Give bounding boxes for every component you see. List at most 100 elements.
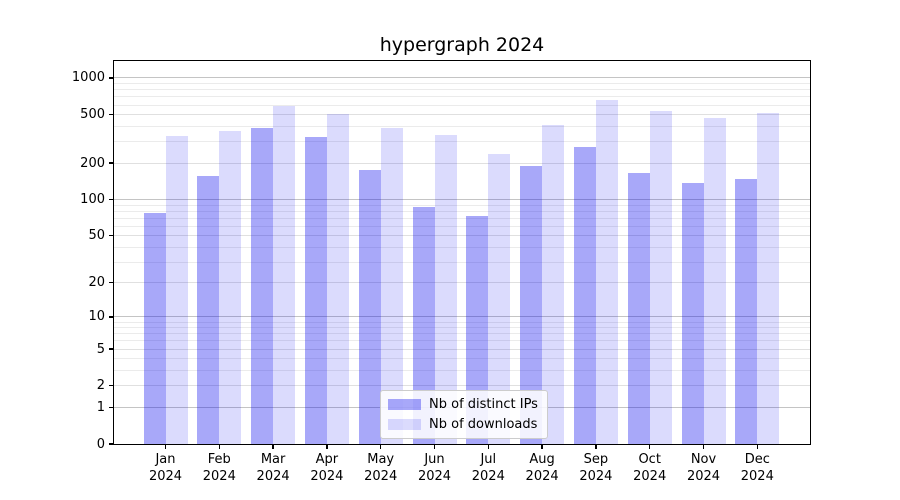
gridline-y-100 [114,199,810,200]
ytick-mark-50 [109,235,113,237]
spine-top [113,60,811,62]
bar-downloads-aug [542,125,565,444]
gridline-y-500 [114,114,810,116]
bar-distinct-ips-jan [143,212,166,444]
ytick-mark-1 [109,406,113,408]
bar-distinct-ips-dec [735,178,758,444]
gridline-y-600 [114,104,810,106]
bar-downloads-jul [488,154,511,444]
gridline-y-5 [114,348,810,350]
xtick-label-sep: Sep 2024 [579,452,613,484]
gridline-y-20 [114,282,810,284]
xtick-mark-jan [164,445,167,449]
spine-bottom [113,443,811,445]
ytick-label-0: 0 [96,436,105,452]
gridline-y-30 [114,261,810,263]
xtick-mark-apr [326,445,328,449]
spine-left [113,60,115,445]
ytick-mark-500 [109,113,113,116]
ytick-label-100: 100 [80,192,105,207]
ytick-mark-10 [109,316,113,318]
ytick-label-1: 1 [96,399,105,415]
xtick-mark-dec [756,445,758,449]
legend-item-downloads: Nb of downloads [388,417,538,432]
xtick-mark-mar [272,445,274,449]
ytick-label-500: 500 [80,107,105,123]
xtick-label-jul: Jul 2024 [471,452,505,484]
ytick-mark-100 [109,198,113,201]
legend-item-distinct-ips: Nb of distinct IPs [388,397,538,412]
ytick-label-200: 200 [80,155,105,171]
ytick-label-1000: 1000 [71,70,105,86]
gridline-y-80 [114,210,810,212]
ytick-label-2: 2 [96,378,105,394]
xtick-label-may: May 2024 [364,452,398,484]
bar-distinct-ips-oct [627,173,650,444]
gridline-y-40 [114,246,810,248]
gridline-y-60 [114,225,810,227]
xtick-label-apr: Apr 2024 [310,452,344,484]
xtick-mark-aug [541,445,543,449]
xtick-mark-sep [595,445,597,449]
xtick-label-jan: Jan 2024 [148,452,183,484]
gridline-y-2 [114,385,810,387]
xtick-mark-jun [433,445,436,449]
ytick-mark-0 [109,443,113,445]
gridline-y-70 [114,217,810,219]
gridline-y-900 [114,83,810,85]
xtick-mark-may [380,445,382,449]
legend-label-downloads: Nb of downloads [429,417,538,432]
bar-downloads-sep [595,99,618,444]
xtick-label-dec: Dec 2024 [740,452,774,484]
gridline-y-10 [114,316,810,318]
spine-right [809,60,811,445]
bar-distinct-ips-nov [681,182,704,444]
legend-swatch-downloads [388,419,421,430]
bar-downloads-jan [165,135,188,444]
ytick-label-20: 20 [88,275,105,291]
plot-area: Nb of distinct IPs Nb of downloads [114,60,810,444]
gridline-y-300 [114,141,810,143]
xtick-label-jun: Jun 2024 [417,452,452,484]
bar-distinct-ips-jul [466,216,489,444]
xtick-label-feb: Feb 2024 [202,452,236,484]
bar-distinct-ips-aug [520,165,543,444]
gridline-y-4 [114,358,810,360]
legend-label-distinct-ips: Nb of distinct IPs [429,397,538,412]
ytick-label-10: 10 [88,309,105,325]
gridline-y-90 [114,204,810,206]
xtick-label-aug: Aug 2024 [525,452,559,484]
bar-downloads-oct [649,110,672,444]
bar-downloads-apr [326,114,349,444]
chart-title: hypergraph 2024 [379,34,545,56]
bar-distinct-ips-mar [251,127,274,444]
bar-distinct-ips-sep [573,147,596,444]
ytick-mark-200 [109,162,113,164]
bar-downloads-nov [703,117,726,444]
xtick-label-oct: Oct 2024 [633,452,667,484]
legend: Nb of distinct IPs Nb of downloads [380,390,548,439]
ytick-mark-1000 [109,77,113,79]
gridline-y-7 [114,333,810,335]
bar-downloads-feb [219,131,242,444]
bar-distinct-ips-jun [412,207,435,444]
legend-swatch-distinct-ips [388,399,421,410]
gridline-y-400 [114,125,810,127]
gridline-y-6 [114,340,810,342]
gridline-y-800 [114,89,810,91]
xtick-mark-jul [487,445,489,449]
ytick-label-50: 50 [88,228,105,244]
xtick-label-mar: Mar 2024 [256,452,290,484]
gridline-y-1000 [114,77,810,79]
xtick-mark-nov [702,445,705,449]
gridline-y-50 [114,235,810,237]
xtick-mark-feb [218,445,220,449]
gridline-y-9 [114,321,810,323]
bar-distinct-ips-feb [197,176,220,444]
bar-downloads-mar [273,105,296,444]
ytick-label-5: 5 [96,341,105,357]
gridline-y-700 [114,96,810,98]
xtick-label-nov: Nov 2024 [686,452,721,484]
bar-distinct-ips-may [358,170,381,444]
